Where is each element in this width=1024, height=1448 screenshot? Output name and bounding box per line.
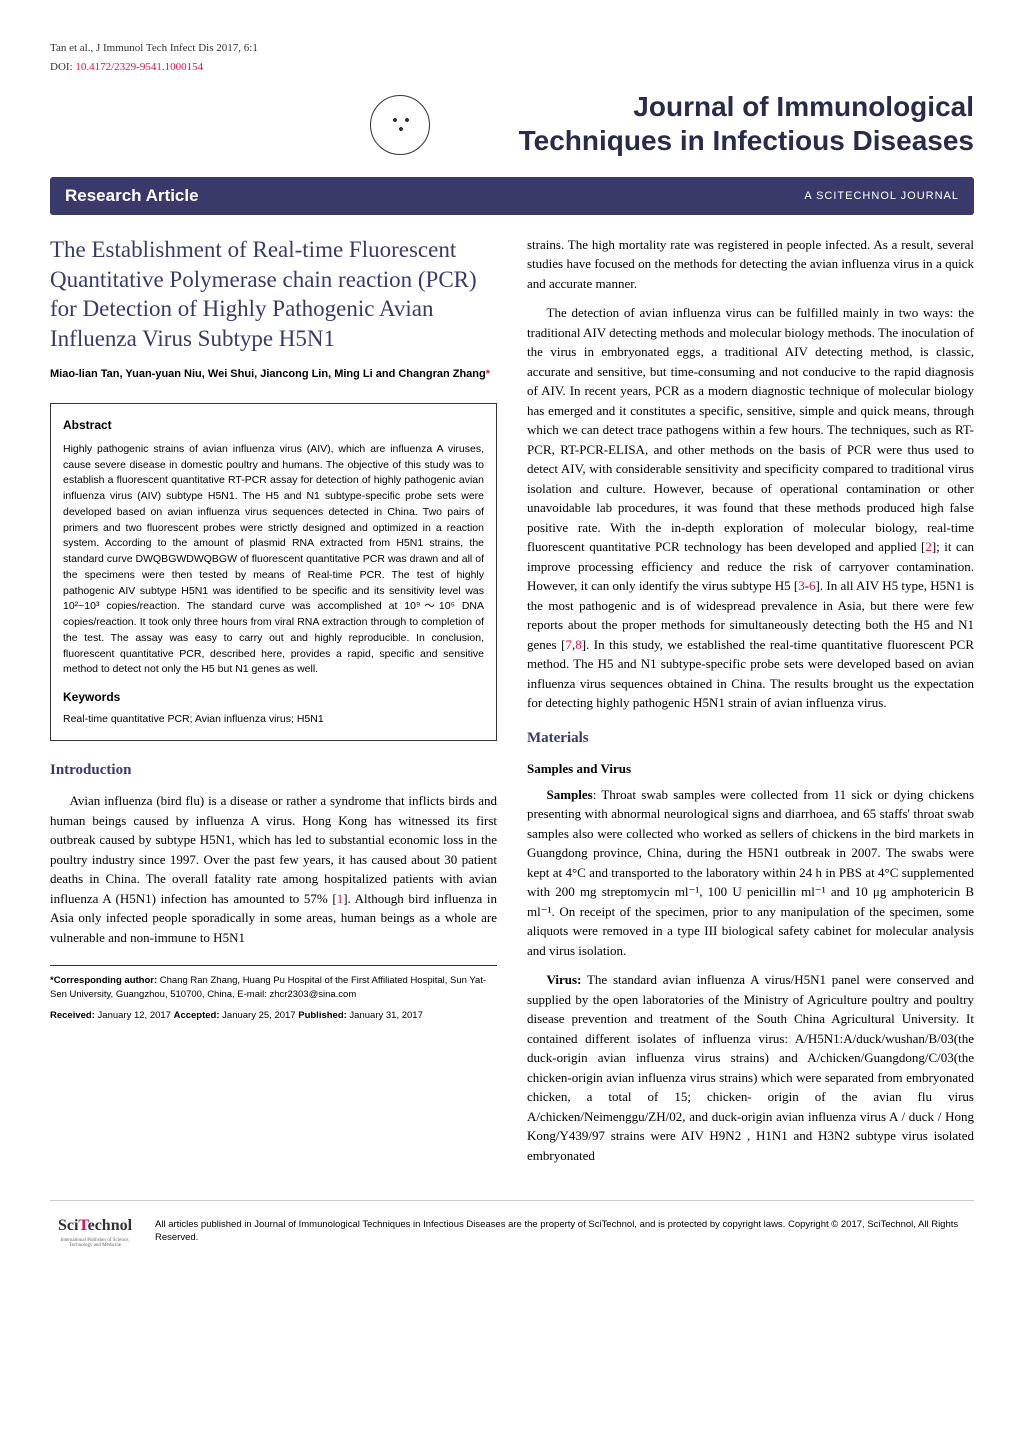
dates-note: Received: January 12, 2017 Accepted: Jan… (50, 1009, 497, 1022)
keywords-text: Real-time quantitative PCR; Avian influe… (63, 712, 484, 728)
col2-p2-d: ]. In this study, we established the rea… (527, 637, 974, 711)
materials-heading: Materials (527, 727, 974, 750)
copyright-text: All articles published in Journal of Imm… (155, 1218, 974, 1245)
journal-title-line1: Journal of Immunological (633, 91, 974, 122)
abstract-heading: Abstract (63, 416, 484, 434)
corresponding-author-note: *Corresponding author: Chang Ran Zhang, … (50, 974, 497, 1001)
keywords-heading: Keywords (63, 688, 484, 706)
article-type: Research Article (65, 183, 199, 209)
abstract-box: Abstract Highly pathogenic strains of av… (50, 403, 497, 741)
publisher-tagline: International Publisher of Science, Tech… (50, 1238, 140, 1248)
doi-label: DOI: (50, 61, 75, 73)
page-footer: SciTechnol International Publisher of Sc… (50, 1200, 974, 1251)
journal-logo-icon (370, 95, 430, 155)
content-columns: The Establishment of Real-time Fluoresce… (50, 235, 974, 1176)
authors-text: Miao-lian Tan, Yuan-yuan Niu, Wei Shui, … (50, 368, 486, 380)
authors: Miao-lian Tan, Yuan-yuan Niu, Wei Shui, … (50, 366, 497, 383)
samples-virus-subheading: Samples and Virus (527, 759, 974, 779)
article-title: The Establishment of Real-time Fluoresce… (50, 235, 497, 355)
doi-link[interactable]: 10.4172/2329-9541.1000154 (75, 61, 203, 73)
col2-paragraph-2: The detection of avian influenza virus c… (527, 303, 974, 713)
samples-label: Samples (547, 787, 593, 802)
introduction-paragraph: Avian influenza (bird flu) is a disease … (50, 791, 497, 947)
doi-line: DOI: 10.4172/2329-9541.1000154 (50, 59, 974, 76)
journal-tag: A SCITECHNOL JOURNAL (804, 188, 959, 205)
virus-text: The standard avian influenza A virus/H5N… (527, 972, 974, 1163)
samples-paragraph: Samples: Throat swab samples were collec… (527, 785, 974, 961)
footnote-divider (50, 965, 497, 966)
logo-echnol: echnol (88, 1217, 132, 1234)
virus-label: Virus: (547, 972, 582, 987)
journal-header: Journal of Immunological Techniques in I… (50, 90, 974, 157)
publisher-logo: SciTechnol International Publisher of Sc… (50, 1211, 140, 1251)
right-column: strains. The high mortality rate was reg… (527, 235, 974, 1176)
virus-paragraph: Virus: The standard avian influenza A vi… (527, 970, 974, 1165)
intro-text-1: Avian influenza (bird flu) is a disease … (50, 793, 497, 906)
col2-paragraph-1: strains. The high mortality rate was reg… (527, 235, 974, 294)
corresponding-asterisk: * (486, 368, 490, 380)
left-column: The Establishment of Real-time Fluoresce… (50, 235, 497, 1176)
journal-title: Journal of Immunological Techniques in I… (50, 90, 974, 157)
header-reference: Tan et al., J Immunol Tech Infect Dis 20… (50, 40, 974, 57)
article-type-bar: Research Article A SCITECHNOL JOURNAL (50, 177, 974, 215)
journal-title-line2: Techniques in Infectious Diseases (519, 125, 974, 156)
samples-text: : Throat swab samples were collected fro… (527, 787, 974, 958)
publisher-logo-text: SciTechnol (58, 1214, 132, 1238)
col2-p2-a: The detection of avian influenza virus c… (527, 305, 974, 554)
abstract-text: Highly pathogenic strains of avian influ… (63, 442, 484, 678)
logo-sci: Sci (58, 1217, 78, 1234)
introduction-heading: Introduction (50, 759, 497, 782)
logo-t: T (78, 1217, 87, 1234)
